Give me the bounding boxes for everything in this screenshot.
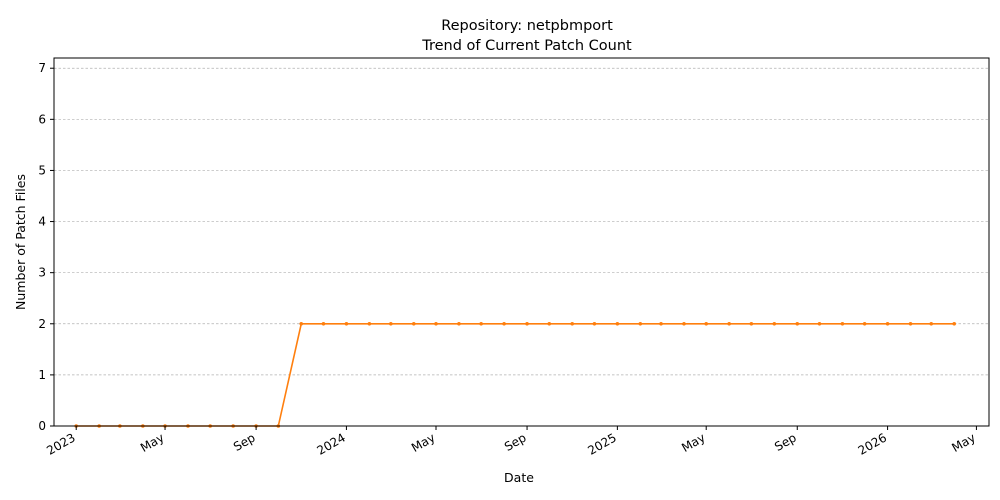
- data-point: [772, 321, 777, 326]
- x-tick-label: Sep: [502, 430, 529, 453]
- x-tick-label: May: [138, 430, 166, 455]
- data-point: [367, 321, 372, 326]
- gridlines: [54, 67, 989, 376]
- data-point: [615, 321, 620, 326]
- data-point: [502, 321, 506, 326]
- data-point: [457, 321, 461, 326]
- x-tick-label: May: [949, 430, 977, 455]
- y-tick-label: 2: [38, 317, 46, 331]
- data-point: [638, 321, 643, 326]
- x-tick-label: May: [409, 430, 437, 455]
- y-tick-label: 4: [38, 215, 46, 229]
- y-tick-label: 7: [38, 61, 46, 75]
- data-point: [840, 321, 845, 326]
- data-point: [908, 321, 913, 326]
- x-axis-label: Date: [504, 470, 534, 485]
- data-point: [749, 321, 754, 326]
- x-tick-label: 2026: [856, 430, 889, 457]
- data-point: [682, 321, 686, 326]
- x-tick-label: Sep: [231, 430, 258, 453]
- data-point: [704, 321, 709, 326]
- y-tick-label: 5: [38, 163, 46, 177]
- y-tick-label: 3: [38, 266, 46, 280]
- data-point: [344, 321, 349, 326]
- plot-frame: [53, 57, 990, 427]
- y-axis: 0 1 2 3 4 5 6 7: [38, 61, 54, 433]
- data-point: [321, 321, 326, 326]
- y-axis-label: Number of Patch Files: [13, 174, 28, 310]
- y-tick-label: 6: [38, 112, 46, 126]
- data-point: [411, 321, 416, 326]
- data-point: [434, 321, 438, 326]
- data-point: [795, 321, 800, 326]
- x-tick-label: May: [679, 430, 707, 455]
- y-tick-label: 0: [38, 419, 46, 433]
- data-point: [389, 321, 393, 326]
- data-point: [952, 321, 957, 326]
- data-point: [929, 321, 934, 326]
- y-tick-label: 1: [38, 368, 46, 382]
- data-point: [592, 321, 597, 326]
- data-point: [547, 321, 552, 326]
- x-axis: 2023 May Sep 2024 May Sep 2025 May Sep 2026 May: [44, 426, 978, 458]
- data-point: [727, 321, 731, 326]
- data-point: [817, 321, 822, 326]
- chart-title: Repository: netpbmport: [441, 18, 613, 34]
- data-point: [299, 321, 304, 326]
- x-tick-label: 2024: [314, 430, 347, 457]
- data-point: [885, 321, 890, 326]
- data-point: [659, 321, 663, 326]
- chart-subtitle: Trend of Current Patch Count: [421, 38, 632, 54]
- data-point: [525, 321, 529, 326]
- data-point: [570, 321, 575, 326]
- x-tick-label: 2025: [585, 430, 618, 457]
- x-tick-label: 2023: [44, 430, 77, 457]
- x-tick-label: Sep: [772, 430, 799, 453]
- data-point: [479, 321, 483, 326]
- data-point: [862, 321, 867, 326]
